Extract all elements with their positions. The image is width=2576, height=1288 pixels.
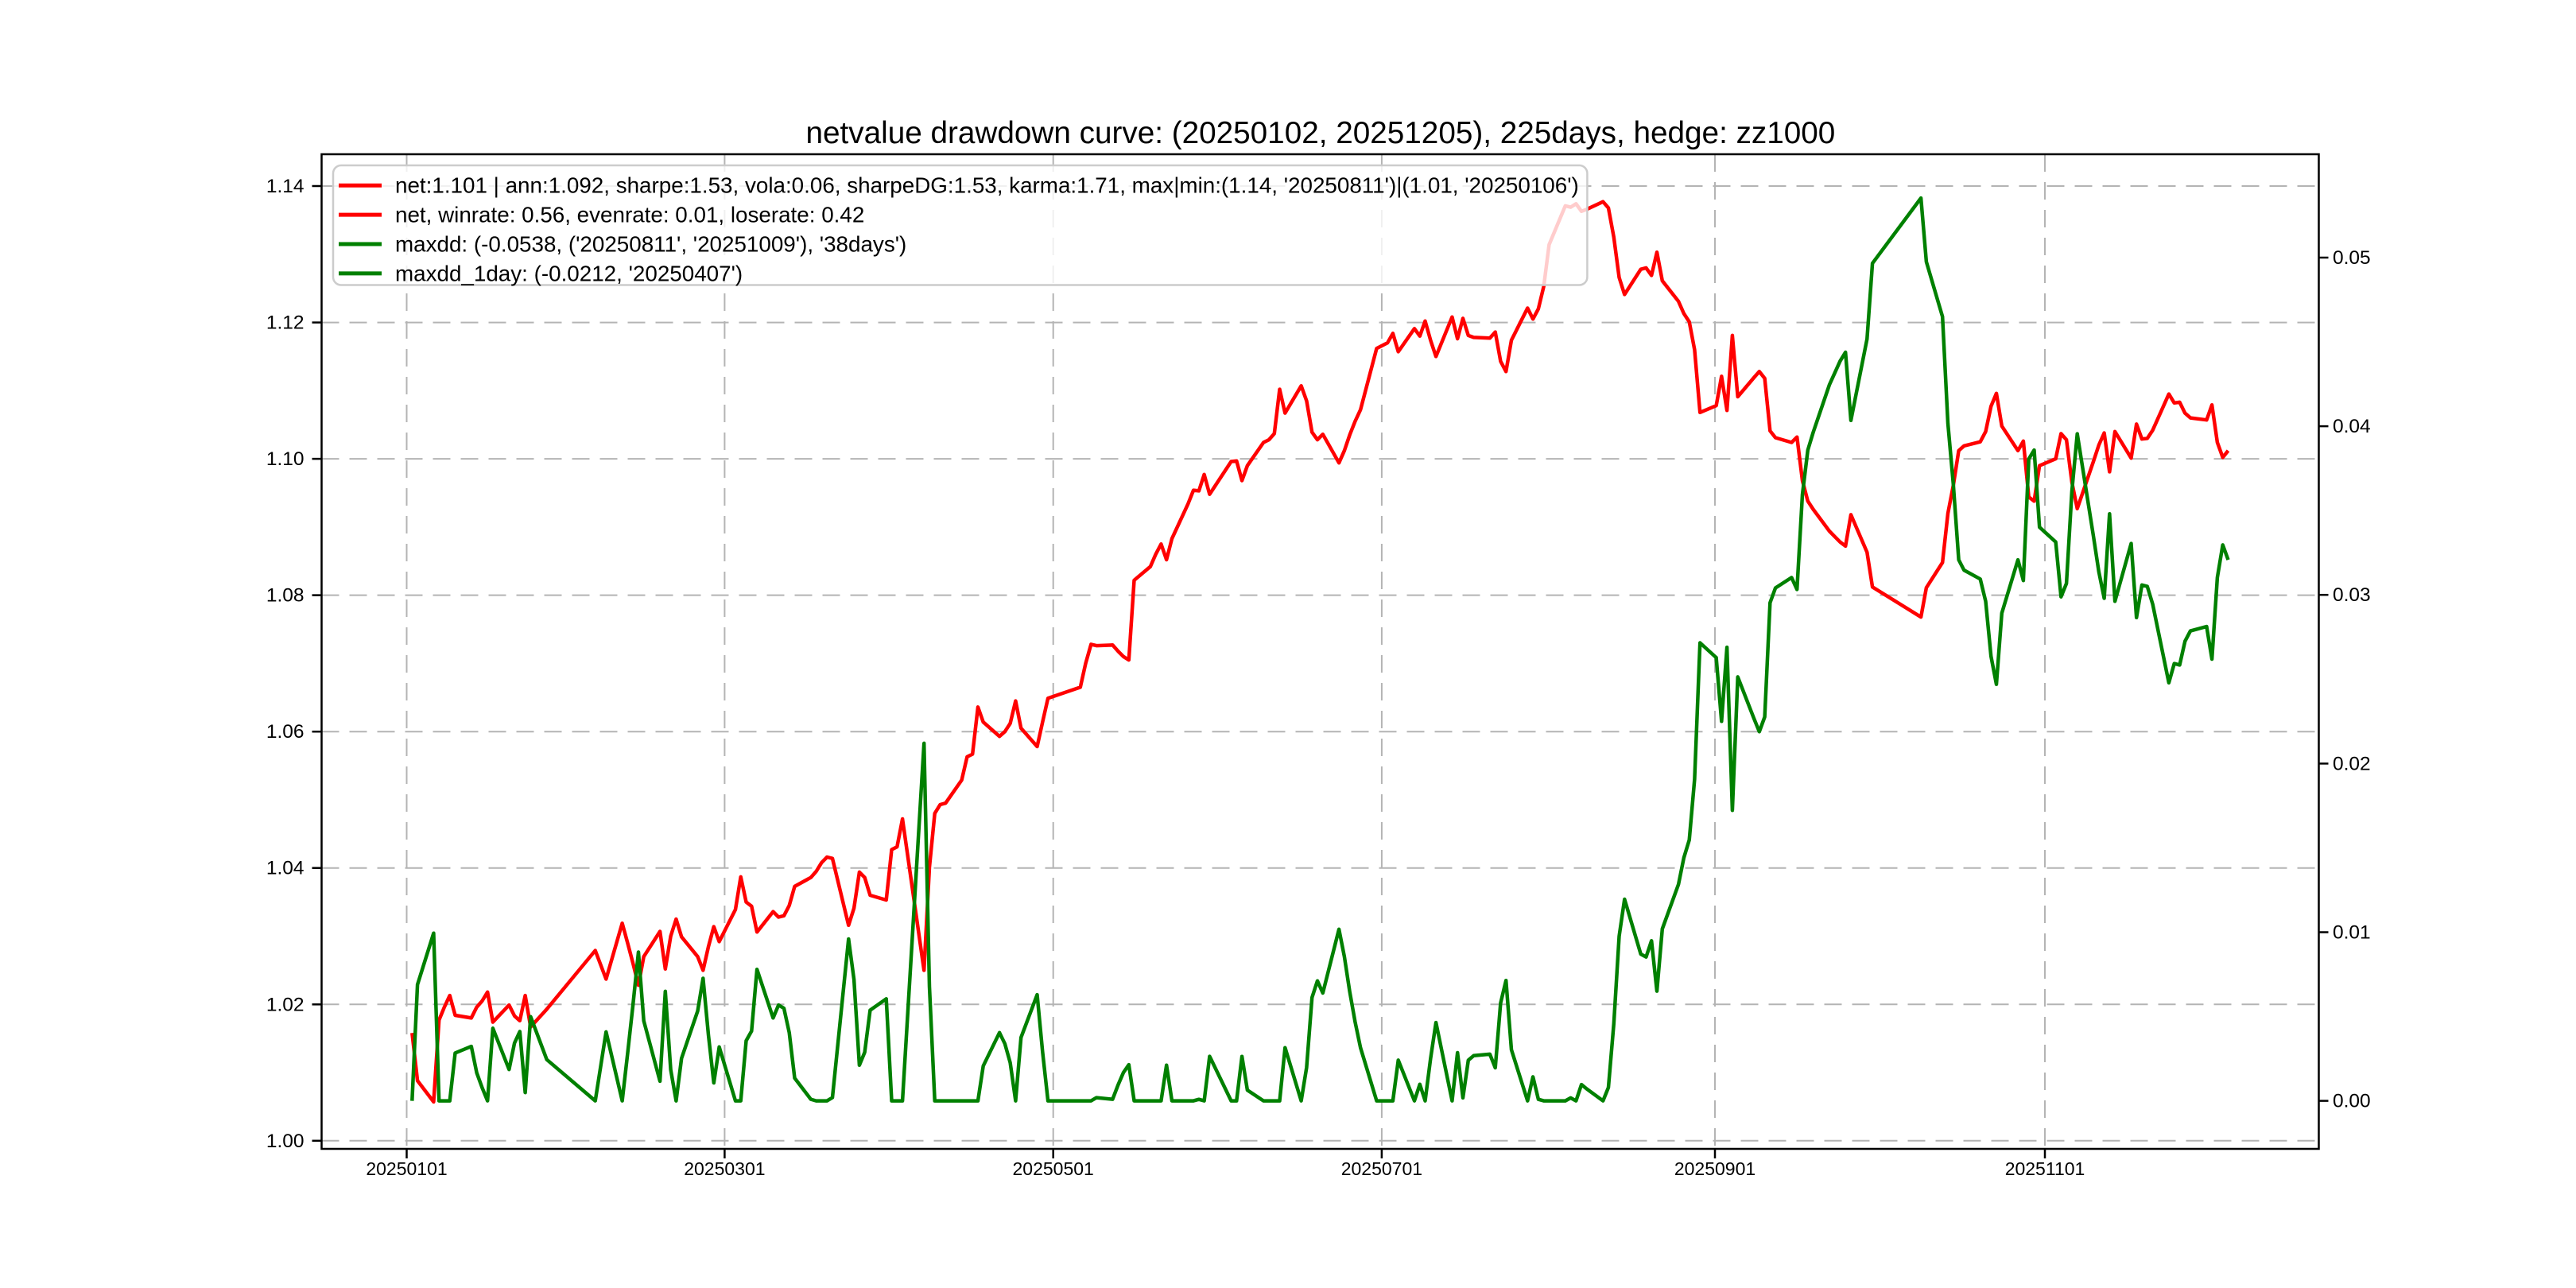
svg-text:20251101: 20251101 [2005, 1158, 2085, 1179]
svg-text:1.06: 1.06 [266, 721, 305, 743]
svg-text:0.04: 0.04 [2333, 416, 2371, 437]
svg-text:0.02: 0.02 [2333, 753, 2371, 774]
svg-text:1.12: 1.12 [266, 312, 305, 334]
svg-text:1.08: 1.08 [266, 585, 305, 607]
svg-text:0.05: 0.05 [2333, 247, 2371, 269]
svg-text:1.14: 1.14 [266, 176, 305, 197]
svg-text:netvalue drawdown curve: (2025: netvalue drawdown curve: (20250102, 2025… [806, 116, 1836, 150]
svg-text:20250301: 20250301 [684, 1158, 765, 1179]
svg-text:0.00: 0.00 [2333, 1091, 2371, 1112]
svg-text:net, winrate: 0.56, evenrate:: net, winrate: 0.56, evenrate: 0.01, lose… [395, 203, 864, 227]
svg-text:maxdd_1day: (-0.0212, '2025040: maxdd_1day: (-0.0212, '20250407') [395, 261, 743, 285]
svg-text:20250901: 20250901 [1674, 1158, 1755, 1179]
svg-text:net:1.101 | ann:1.092, sharpe:: net:1.101 | ann:1.092, sharpe:1.53, vola… [395, 173, 1579, 198]
svg-text:0.01: 0.01 [2333, 922, 2371, 944]
svg-text:20250701: 20250701 [1341, 1158, 1422, 1179]
svg-text:1.02: 1.02 [266, 994, 305, 1015]
svg-text:20250501: 20250501 [1013, 1158, 1094, 1179]
svg-text:1.00: 1.00 [266, 1131, 305, 1152]
svg-text:0.03: 0.03 [2333, 584, 2371, 606]
svg-text:1.10: 1.10 [266, 448, 305, 470]
svg-text:maxdd: (-0.0538, ('20250811',: maxdd: (-0.0538, ('20250811', '20251009'… [395, 232, 906, 257]
svg-text:20250101: 20250101 [366, 1158, 447, 1179]
svg-text:1.04: 1.04 [266, 858, 305, 879]
